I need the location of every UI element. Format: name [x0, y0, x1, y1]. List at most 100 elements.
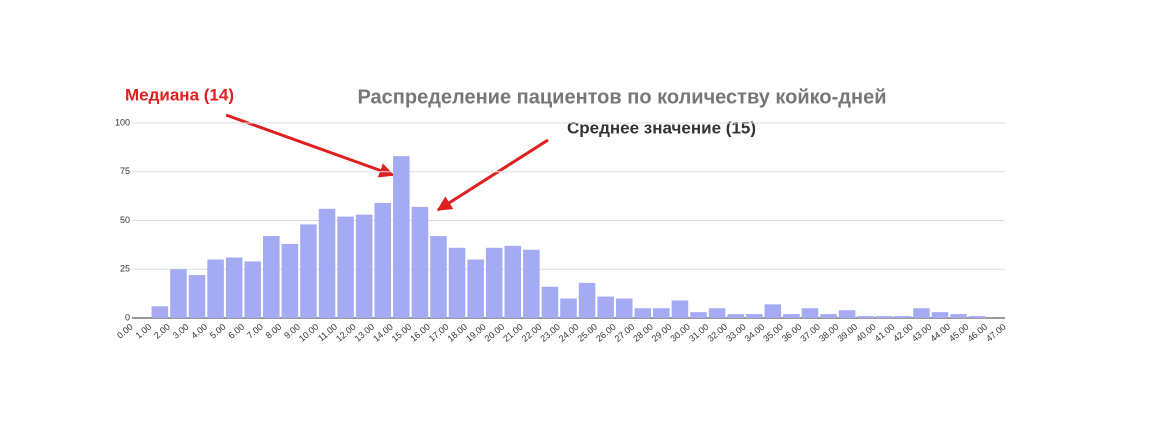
bar — [671, 300, 689, 318]
bar — [374, 202, 392, 318]
bar — [615, 298, 633, 318]
bar — [300, 224, 317, 318]
x-tick-label: 40.00 — [854, 322, 878, 344]
x-tick-label: 42.00 — [891, 322, 915, 344]
arrow — [436, 138, 549, 212]
bar — [875, 316, 893, 318]
x-tick-label: 19.00 — [464, 322, 488, 344]
x-tick-label: 11.00 — [316, 322, 339, 344]
y-tick-label: 25 — [120, 264, 130, 274]
bar — [708, 308, 726, 318]
bar — [745, 314, 763, 318]
x-tick-label: 35.00 — [761, 322, 785, 344]
x-tick-label: 23.00 — [538, 322, 562, 344]
y-tick-label: 100 — [115, 117, 130, 127]
bar — [950, 314, 967, 318]
bar — [894, 316, 912, 318]
bar — [411, 206, 429, 318]
bar — [727, 314, 744, 318]
x-tick-label: 6.00 — [226, 322, 246, 341]
bar — [485, 247, 503, 318]
bar — [783, 314, 800, 318]
bar — [541, 286, 559, 318]
x-tick-label: 2.00 — [152, 322, 172, 341]
bar — [801, 308, 819, 318]
bar — [634, 308, 652, 318]
x-tick-label: 12.00 — [334, 322, 358, 344]
x-tick-label: 31.00 — [687, 322, 711, 344]
x-tick-label: 27.00 — [613, 322, 637, 344]
annotation: Медиана (14) — [125, 85, 234, 104]
bar — [597, 296, 614, 318]
x-tick-label: 37.00 — [798, 322, 822, 344]
bar — [931, 312, 949, 318]
bar — [968, 316, 986, 318]
arrow — [225, 113, 395, 178]
x-tick-label: 46.00 — [966, 322, 990, 344]
x-tick-label: 21.00 — [501, 322, 525, 344]
bar — [244, 261, 262, 318]
bar — [653, 308, 670, 318]
x-tick-label: 41.00 — [873, 322, 897, 344]
bar — [560, 298, 577, 318]
x-tick-label: 28.00 — [631, 322, 655, 344]
y-tick-label: 0 — [125, 312, 130, 322]
y-tick-label: 50 — [120, 215, 130, 225]
x-tick-label: 8.00 — [264, 322, 284, 341]
x-tick-label: 36.00 — [780, 322, 804, 344]
bar — [393, 156, 410, 318]
bar — [207, 259, 224, 318]
bar — [820, 314, 837, 318]
bar — [225, 257, 243, 318]
bar — [857, 316, 874, 318]
x-tick-label: 26.00 — [594, 322, 618, 344]
x-tick-label: 17.00 — [427, 322, 451, 344]
bar — [913, 308, 930, 318]
x-tick-label: 10.00 — [297, 322, 321, 344]
bar — [448, 247, 466, 318]
chart-title: Распределение пациентов по количеству ко… — [357, 86, 886, 108]
x-tick-label: 13.00 — [353, 322, 377, 344]
x-tick-label: 34.00 — [743, 322, 767, 344]
x-tick-label: 4.00 — [189, 322, 209, 341]
x-tick-label: 16.00 — [408, 322, 432, 344]
x-tick-label: 45.00 — [947, 322, 971, 344]
bar — [578, 282, 596, 318]
x-tick-label: 39.00 — [836, 322, 860, 344]
x-tick-label: 3.00 — [171, 322, 191, 341]
annotation: Среднее значение (15) — [567, 118, 756, 137]
x-tick-label: 18.00 — [445, 322, 469, 344]
x-tick-label: 14.00 — [371, 322, 395, 344]
bar — [263, 236, 280, 318]
bar — [188, 275, 206, 318]
plot: 0 25 50 75 100 0.001.002.003.004.005.006.007.… — [115, 117, 1008, 343]
x-tick-label: 44.00 — [928, 322, 952, 344]
x-tick-label: 33.00 — [724, 322, 748, 344]
x-tick-label: 0.00 — [115, 322, 135, 341]
x-tick-label: 7.00 — [245, 322, 265, 341]
bar — [523, 249, 540, 318]
bar — [838, 310, 856, 318]
x-tick-label: 5.00 — [208, 322, 228, 341]
x-tick-label: 29.00 — [650, 322, 674, 344]
x-tick-label: 20.00 — [483, 322, 507, 344]
x-tick-label: 32.00 — [706, 322, 730, 344]
x-tick-label: 22.00 — [520, 322, 544, 344]
bar — [281, 243, 299, 318]
x-tick-label: 38.00 — [817, 322, 841, 344]
bar — [764, 304, 782, 318]
x-tick-label: 24.00 — [557, 322, 581, 344]
x-tick-label: 25.00 — [575, 322, 599, 344]
x-tick-label: 1.00 — [134, 322, 154, 341]
bar — [690, 312, 707, 318]
x-tick-label: 43.00 — [910, 322, 934, 344]
x-tick-label: 30.00 — [668, 322, 692, 344]
x-tick-label: 47.00 — [984, 322, 1008, 344]
bar — [151, 306, 169, 318]
y-tick-label: 75 — [120, 166, 130, 176]
bar — [170, 269, 187, 318]
bar — [504, 245, 522, 318]
bar — [467, 259, 484, 318]
bar — [430, 236, 447, 318]
